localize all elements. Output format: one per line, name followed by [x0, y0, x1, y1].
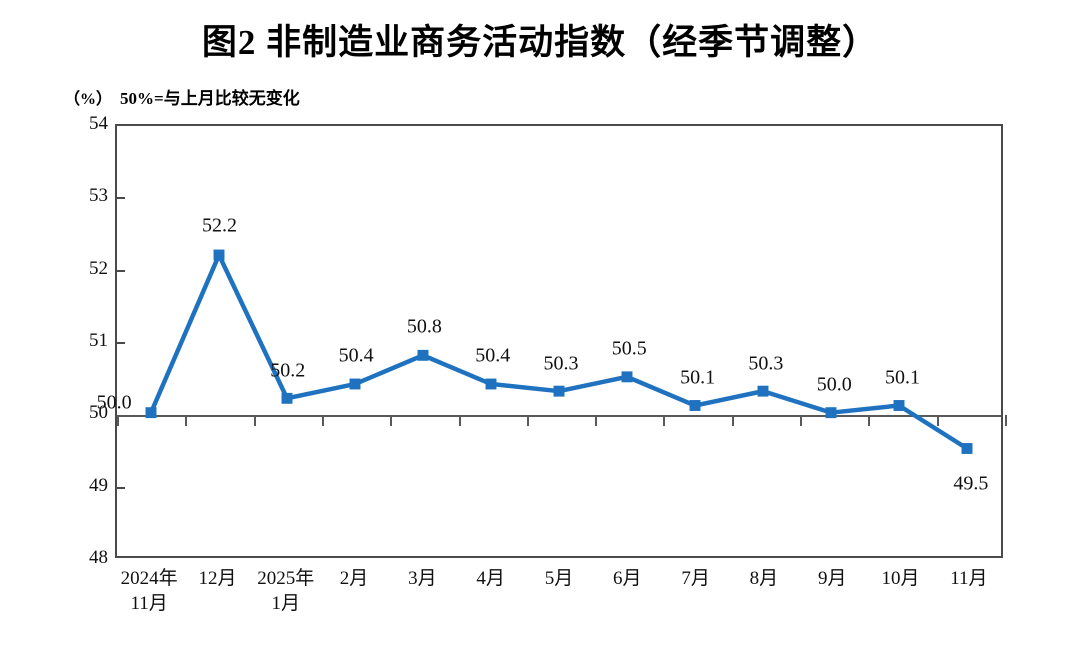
x-axis-tick-label-line1: 8月 — [749, 568, 779, 589]
x-axis-tick-mark — [526, 415, 529, 427]
x-axis-tick-label: 12月 — [198, 566, 236, 591]
data-point-marker — [893, 400, 905, 411]
y-axis-tick-mark — [117, 486, 125, 489]
x-axis-tick-label: 3月 — [408, 566, 437, 591]
data-point-label: 50.0 — [816, 373, 852, 396]
x-axis-tick-mark — [800, 415, 803, 427]
data-point-marker — [689, 400, 701, 411]
baseline-note-label: 50%=与上月比较无变化 — [120, 89, 300, 108]
y-axis-tick-mark — [117, 342, 125, 344]
y-axis-tick-label: 49 — [89, 474, 108, 496]
y-axis-tick-label: 51 — [89, 330, 108, 351]
x-axis-tick-label: 6月 — [613, 566, 642, 591]
data-point-label: 50.0 — [96, 391, 132, 414]
data-point-label: 50.1 — [885, 366, 921, 389]
y-axis-tick-label: 53 — [89, 185, 108, 207]
x-axis-tick-mark — [185, 415, 188, 427]
x-axis-tick-mark — [663, 415, 666, 427]
data-point-marker — [825, 407, 837, 419]
x-axis-tick-mark — [390, 415, 393, 427]
x-axis-labels: 2024年 11月 12月 2025年 1月 2月 3月 4月 5月 6月 7月 8月 9月 10月 11月 — [115, 566, 1003, 636]
plot-area: 50.0 52.2 50.2 50.4 50.8 50.4 50.3 50.5 50.1 50.3… — [97, 124, 1007, 558]
y-axis-tick-label: 48 — [89, 547, 108, 568]
y-axis-tick-label: 50 — [89, 402, 108, 424]
x-axis-tick-label: 11月 — [950, 566, 987, 591]
data-point-marker — [349, 378, 361, 390]
data-point-label: 50.4 — [338, 344, 374, 367]
x-axis-tick-label-line1: 4月 — [476, 568, 505, 589]
x-axis-tick-label: 2月 — [340, 566, 369, 591]
data-point-marker — [485, 378, 497, 390]
data-point-label: 50.5 — [611, 337, 647, 360]
x-axis-tick-label: 9月 — [818, 566, 847, 591]
page-title: 图2 非制造业商务活动指数（经季节调整） — [201, 23, 879, 62]
baseline-50-line — [117, 415, 1001, 418]
x-axis-tick-label-line1: 12月 — [198, 568, 237, 589]
x-axis-tick-mark — [321, 415, 324, 427]
x-axis-tick-mark — [1005, 415, 1007, 427]
x-axis-tick-label: 2025年 1月 — [257, 566, 314, 616]
data-point-marker — [417, 349, 429, 361]
x-axis-tick-mark — [731, 415, 734, 427]
data-point-label: 50.3 — [748, 352, 784, 375]
data-point-label: 49.5 — [953, 472, 989, 494]
data-point-marker — [281, 392, 293, 404]
data-point-label: 50.2 — [270, 359, 306, 382]
data-point-marker — [757, 385, 769, 397]
x-axis-tick-label: 8月 — [750, 566, 779, 591]
y-axis-labels: 48 49 50 51 52 53 54 — [60, 113, 108, 568]
x-axis-tick-label: 5月 — [545, 566, 574, 591]
data-point-marker — [213, 249, 225, 261]
data-point-marker — [961, 443, 973, 454]
subtitle-row: （%） 50%=与上月比较无变化 — [64, 84, 300, 109]
y-axis-tick-label: 52 — [89, 257, 108, 279]
x-axis-tick-label-line1: 5月 — [544, 568, 574, 589]
x-axis-tick-mark — [936, 415, 939, 427]
x-axis-tick-label: 10月 — [882, 566, 920, 591]
x-axis-tick-label: 4月 — [476, 566, 505, 591]
y-axis-tick-mark — [117, 197, 125, 200]
x-axis-tick-label-line1: 3月 — [408, 568, 437, 589]
data-point-label: 50.3 — [543, 352, 579, 375]
x-axis-tick-label: 7月 — [681, 566, 710, 591]
data-point-label: 50.8 — [406, 315, 442, 338]
x-axis-tick-mark — [458, 415, 461, 427]
x-axis-tick-label-line1: 10月 — [881, 568, 920, 589]
x-axis-tick-mark — [868, 415, 871, 427]
series-line-chart — [145, 249, 973, 454]
y-axis-tick-mark — [117, 269, 125, 272]
data-point-marker — [621, 371, 633, 383]
x-axis-tick-label-line1: 9月 — [817, 568, 847, 589]
x-axis-tick-label-line1: 2月 — [339, 568, 369, 589]
x-axis-tick-label-line1: 7月 — [681, 568, 710, 589]
x-axis-tick-mark — [117, 415, 119, 427]
x-axis-tick-label-line2: 11月 — [130, 593, 168, 614]
data-point-label: 50.1 — [680, 366, 716, 389]
x-axis-tick-mark — [595, 415, 598, 427]
x-axis-tick-label-line1: 11月 — [950, 568, 988, 589]
y-axis-tick-label: 54 — [89, 113, 108, 134]
x-axis-tick-label-line2: 1月 — [271, 593, 301, 614]
x-axis-tick-label-line1: 6月 — [613, 568, 642, 589]
x-axis-tick-label-line1: 2025年 — [257, 568, 315, 589]
data-point-marker — [145, 407, 157, 419]
x-axis-tick-label-line1: 2024年 — [120, 568, 178, 589]
x-axis-tick-mark — [253, 415, 256, 427]
unit-label: （%） — [64, 91, 113, 108]
data-point-label: 50.4 — [475, 344, 511, 367]
data-point-marker — [553, 385, 565, 397]
x-axis-tick-label: 2024年 11月 — [121, 566, 178, 616]
data-point-label: 52.2 — [201, 214, 237, 237]
